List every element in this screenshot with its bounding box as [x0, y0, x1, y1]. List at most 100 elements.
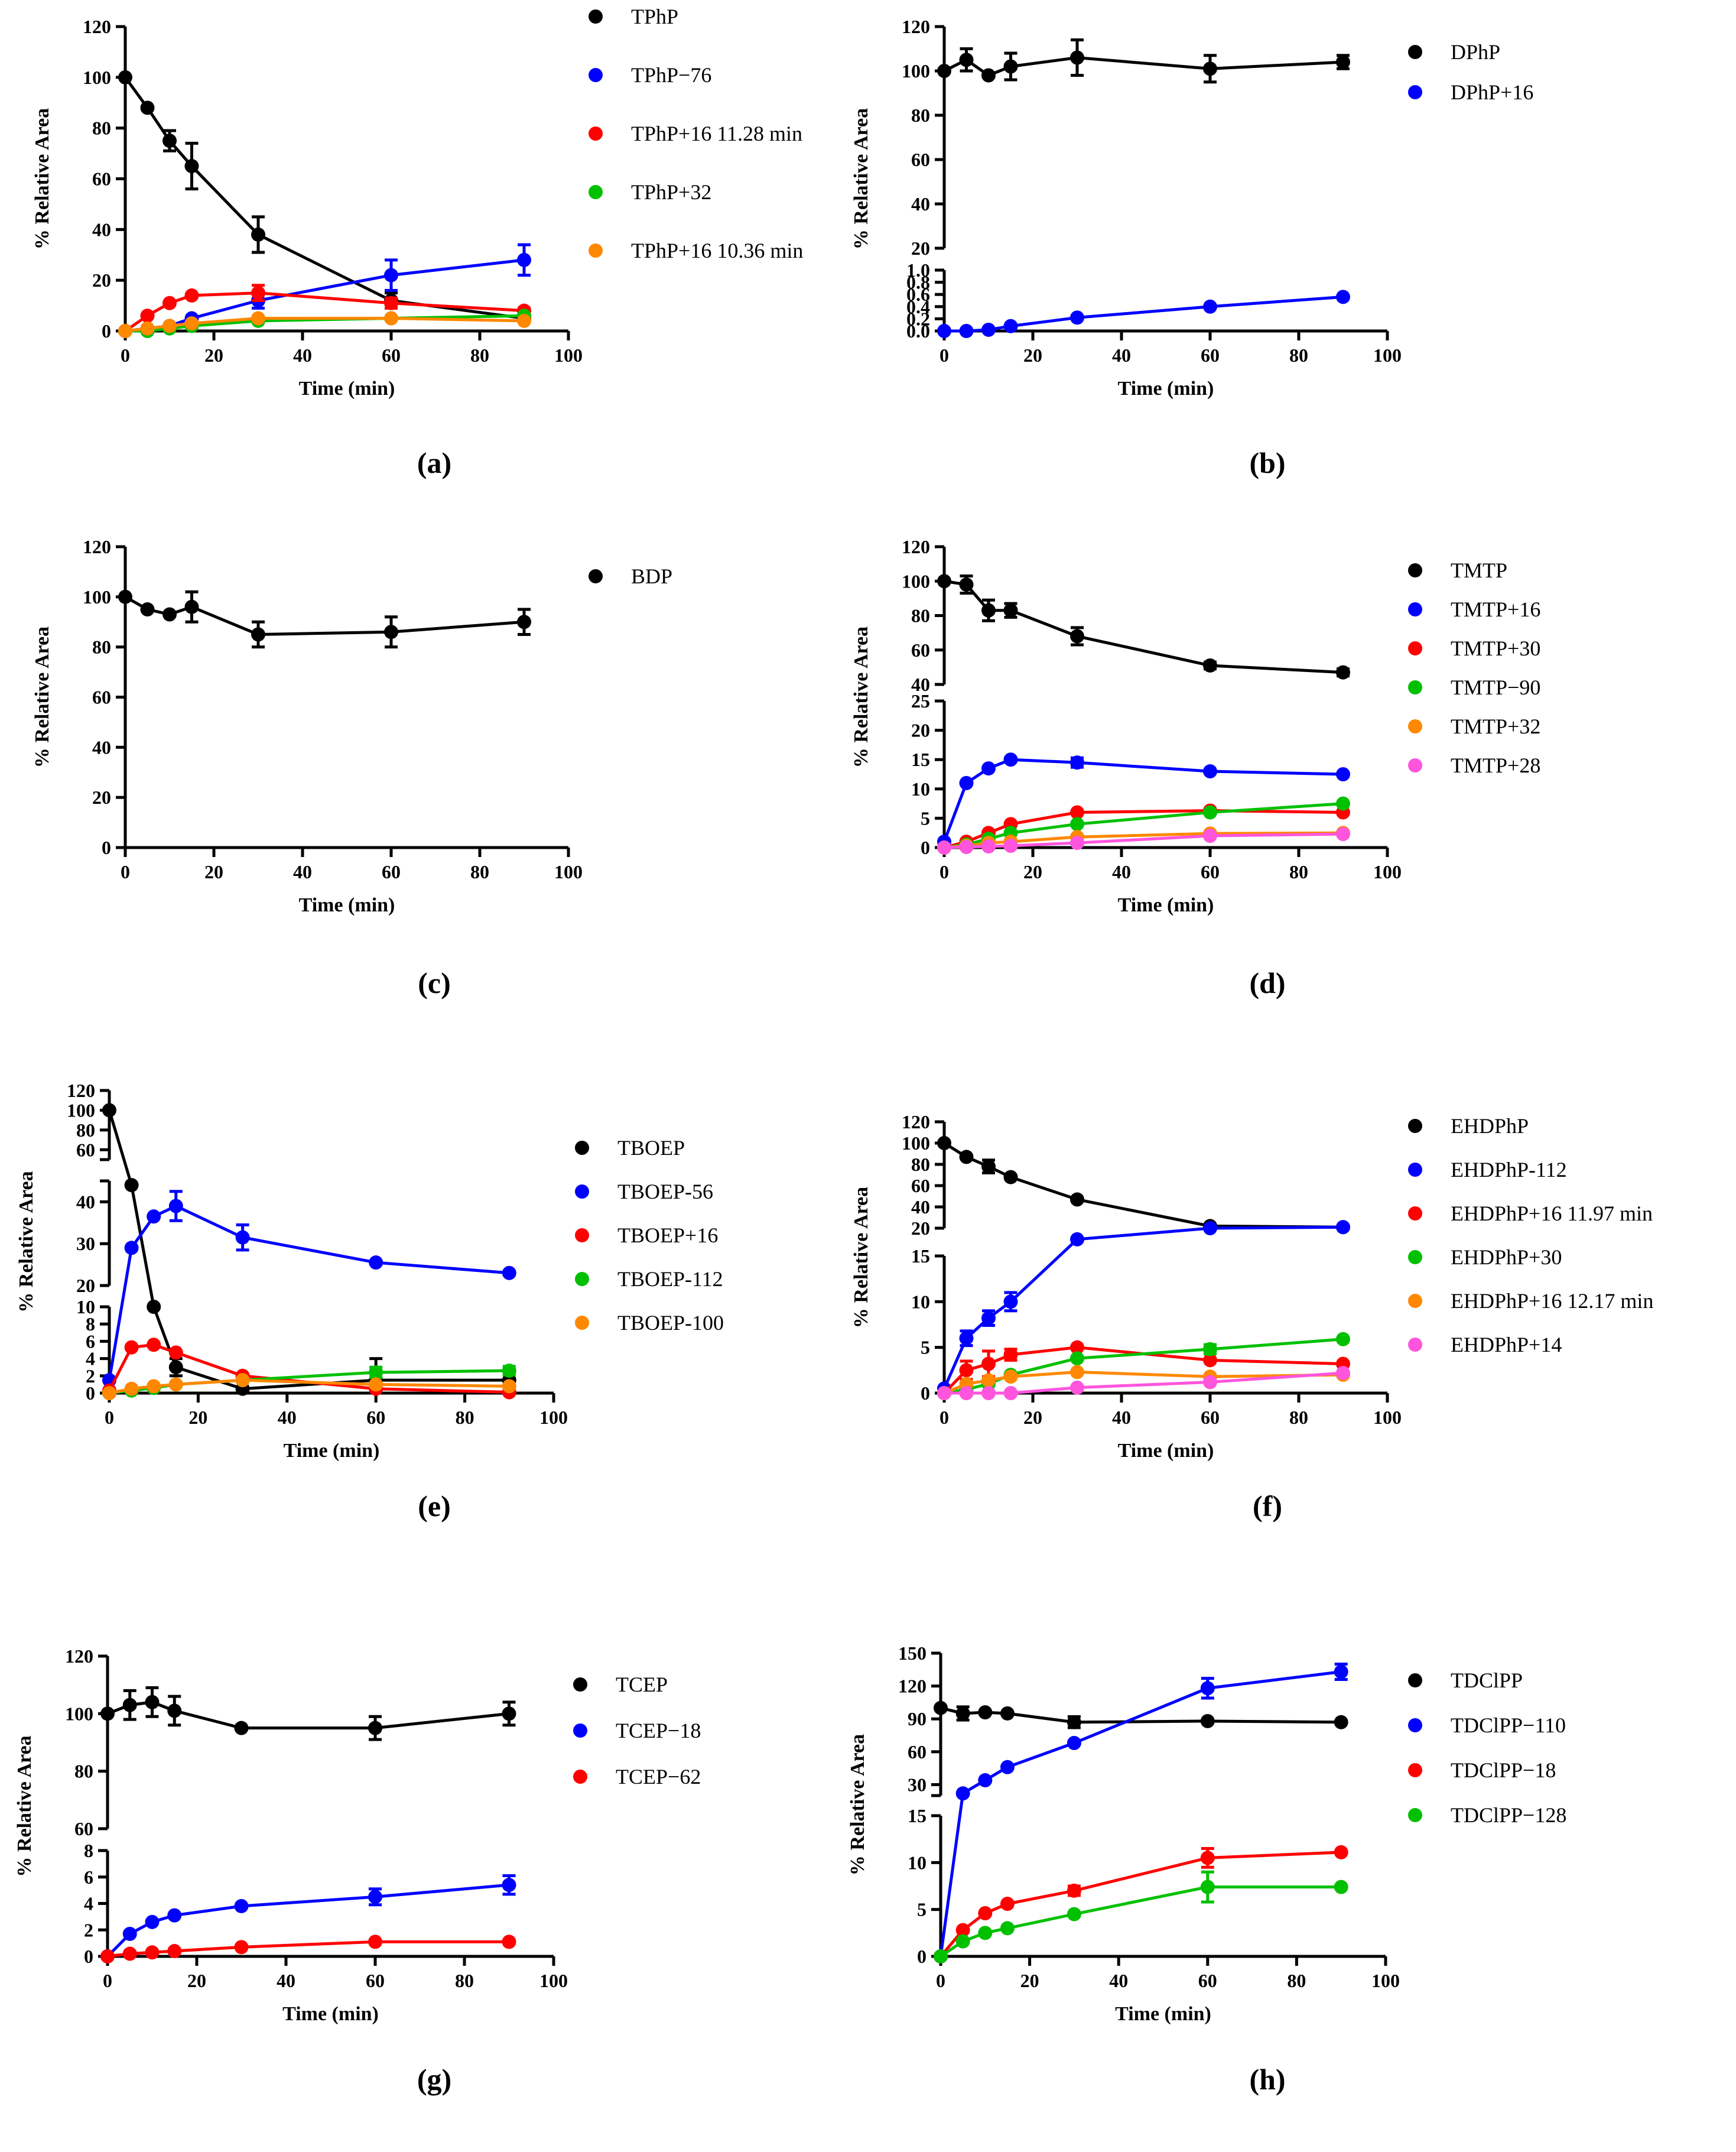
y-tick-label: 40 — [911, 674, 930, 695]
y-tick-label: 15 — [911, 1245, 930, 1267]
legend-label: TPhP−76 — [631, 63, 711, 87]
legend-marker — [589, 244, 603, 258]
data-point — [147, 1379, 161, 1394]
data-point — [1003, 839, 1018, 853]
data-point — [1000, 1706, 1015, 1721]
x-axis-title: Time (min) — [284, 1440, 380, 1462]
x-tick-label: 60 — [366, 1407, 385, 1428]
series-line — [942, 758, 1344, 842]
legend: BDP — [589, 564, 672, 588]
data-point — [1200, 1681, 1215, 1696]
y-tick-label: 1.0 — [906, 259, 930, 281]
legend-marker — [575, 1141, 589, 1155]
y-tick-label: 0 — [921, 1382, 930, 1404]
series-line — [939, 1885, 1341, 1958]
panel-h: 0 20 40 60 80 100 Time (min) 0 5 10 15 30 60 90 120 150… — [847, 1643, 1566, 2096]
legend-label: TDClPP−128 — [1451, 1803, 1566, 1827]
series-tdclpp-110 — [934, 1663, 1348, 1963]
y-tick-label: 10 — [911, 778, 930, 800]
y-tick-label: 100 — [902, 60, 930, 82]
x-axis-title: Time (min) — [299, 894, 395, 916]
data-point — [145, 1945, 160, 1960]
data-point — [502, 1706, 516, 1721]
data-point — [517, 615, 531, 629]
legend-label: TDClPP−18 — [1451, 1758, 1556, 1782]
axis-break-gap — [942, 1231, 947, 1253]
data-point — [955, 1786, 970, 1801]
legend-label: TPhP+16 11.28 min — [631, 122, 802, 145]
data-point — [167, 1703, 182, 1718]
legend-label: TCEP−18 — [616, 1719, 701, 1742]
data-point — [959, 324, 974, 338]
series-tphp-16-10-36-min — [118, 311, 531, 338]
data-point — [1203, 299, 1217, 314]
x-tick-label: 20 — [187, 1970, 206, 1991]
legend-marker — [1408, 719, 1422, 733]
data-point — [1070, 755, 1084, 770]
data-point — [102, 1103, 116, 1118]
data-point — [959, 1386, 974, 1400]
data-point — [147, 1300, 161, 1314]
legend-label: TBOEP-100 — [617, 1311, 724, 1335]
y-tick-label: 8 — [84, 1840, 93, 1861]
x-tick-label: 80 — [470, 861, 489, 882]
data-point — [368, 1934, 382, 1949]
panel-label: (g) — [417, 2063, 451, 2096]
legend-marker — [1408, 1338, 1422, 1352]
data-point — [955, 1934, 970, 1949]
data-point — [1203, 1221, 1217, 1235]
y-axis-title: % Relative Area — [15, 1171, 37, 1312]
data-point — [981, 1311, 996, 1326]
data-point — [955, 1923, 970, 1937]
panel-c: 0 20 40 60 80 100 Time (min) 0 20 40 60 80 100 120 % R… — [31, 536, 672, 999]
data-point — [981, 603, 996, 618]
data-point — [369, 1365, 383, 1380]
legend-marker — [575, 1228, 589, 1242]
x-tick-label: 20 — [204, 861, 223, 882]
legend-marker — [573, 1723, 587, 1738]
legend-marker — [1408, 641, 1422, 655]
y-tick-label: 120 — [83, 536, 111, 557]
data-point — [934, 1700, 948, 1715]
data-point — [981, 1373, 996, 1388]
y-tick-label: 120 — [902, 16, 930, 37]
data-point — [124, 1381, 139, 1396]
data-point — [369, 1255, 383, 1270]
legend-marker — [1408, 1808, 1422, 1822]
legend-marker — [589, 9, 603, 24]
data-point — [100, 1949, 115, 1963]
legend-label: TPhP+32 — [631, 180, 711, 204]
series-tcep — [100, 1686, 516, 1741]
y-tick-label: 100 — [67, 1099, 95, 1121]
data-point — [124, 1178, 139, 1193]
y-tick-label: 60 — [92, 687, 111, 708]
y-tick-label: 0 — [102, 320, 111, 342]
x-tick-label: 100 — [1373, 345, 1402, 366]
data-point — [184, 599, 199, 614]
x-tick-label: 60 — [1201, 1407, 1220, 1428]
data-point — [1203, 764, 1217, 779]
legend-marker — [1408, 1206, 1422, 1221]
x-tick-label: 20 — [188, 1407, 207, 1428]
series-dphp-16 — [937, 290, 1350, 338]
x-tick-label: 80 — [456, 1407, 474, 1428]
x-tick-label: 80 — [1289, 861, 1308, 882]
x-tick-label: 100 — [554, 861, 583, 882]
legend-marker — [573, 1677, 587, 1692]
series-ehdphp-30 — [937, 1332, 1350, 1400]
series-tdclpp-18 — [934, 1845, 1348, 1963]
data-point — [124, 1340, 139, 1355]
data-point — [1070, 1351, 1084, 1366]
data-point — [502, 1934, 516, 1949]
data-point — [384, 311, 398, 326]
data-point — [1203, 61, 1217, 76]
data-point — [162, 296, 177, 310]
data-point — [978, 1926, 993, 1940]
y-tick-label: 120 — [65, 1645, 93, 1667]
legend-label: TBOEP-112 — [617, 1267, 723, 1291]
legend-marker — [1408, 1718, 1422, 1732]
y-tick-label: 40 — [911, 193, 930, 215]
y-tick-label: 80 — [92, 118, 111, 139]
